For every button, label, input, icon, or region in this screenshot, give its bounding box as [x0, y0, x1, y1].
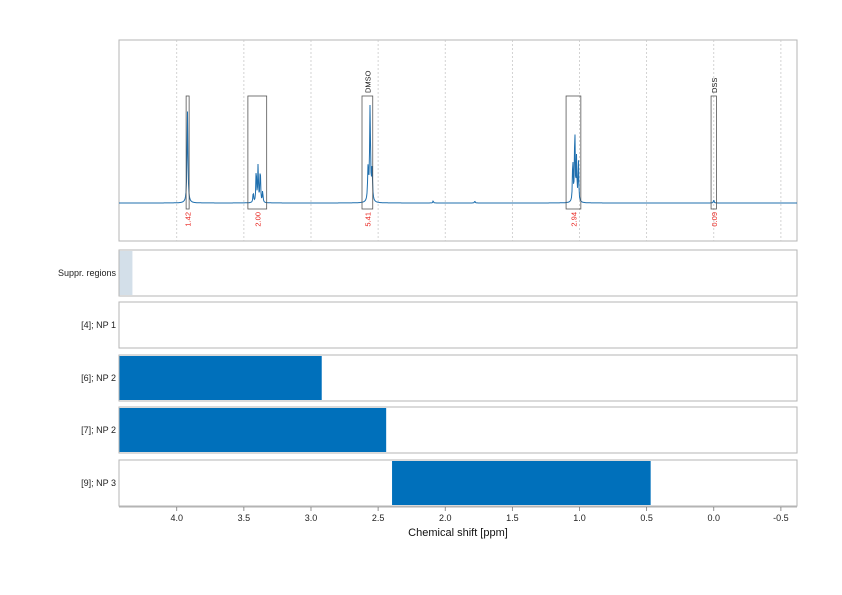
x-tick-label: 0.0 [708, 513, 721, 523]
track-bar [119, 356, 322, 400]
x-tick-label: 1.0 [573, 513, 586, 523]
x-tick-label: 3.0 [305, 513, 318, 523]
integration-box [710, 95, 717, 210]
integration-value: 1.42 [183, 212, 192, 227]
track-frame [118, 249, 798, 297]
track-frame [118, 459, 798, 507]
spectrum-panel-frame [118, 39, 798, 242]
x-tick-label: 0.5 [640, 513, 653, 523]
x-tick-label: 3.5 [238, 513, 251, 523]
track-frame [118, 354, 798, 402]
x-tick-label: 2.0 [439, 513, 452, 523]
x-tick-label: 4.0 [170, 513, 183, 523]
track-frame [118, 301, 798, 349]
integration-value: 2.94 [569, 212, 578, 227]
integration-value: 2.00 [253, 212, 262, 227]
track-bar [119, 408, 387, 452]
track-row: [9]; NP 3 [81, 459, 798, 507]
integration-box [565, 95, 582, 210]
track-row: [7]; NP 2 [81, 406, 798, 454]
track-row: [6]; NP 2 [81, 354, 798, 402]
track-row: [4]; NP 1 [81, 301, 798, 349]
integration-box [185, 95, 190, 210]
spectrum-grid [176, 40, 782, 241]
spectrum-line [119, 104, 797, 204]
track-row: Suppr. regions [58, 249, 798, 297]
track-label: [7]; NP 2 [81, 425, 116, 435]
integration-box [247, 95, 268, 210]
x-tick-label: 1.5 [506, 513, 519, 523]
track-frame [118, 406, 798, 454]
x-tick-label: -0.5 [773, 513, 789, 523]
track-label: [9]; NP 3 [81, 478, 116, 488]
x-tick-label: 2.5 [372, 513, 385, 523]
track-bar [119, 251, 133, 295]
integration-value: 5.41 [363, 212, 372, 227]
track-label: [6]; NP 2 [81, 373, 116, 383]
track-label: Suppr. regions [58, 268, 117, 278]
integration-value: 0.09 [710, 212, 719, 227]
peak-annotation-label: DSS [710, 78, 719, 93]
track-label: [4]; NP 1 [81, 320, 116, 330]
x-axis-title: Chemical shift [ppm] [408, 527, 508, 539]
peak-annotation-label: DMSO [363, 70, 372, 93]
track-bar [392, 461, 651, 505]
integration-box [361, 95, 374, 210]
